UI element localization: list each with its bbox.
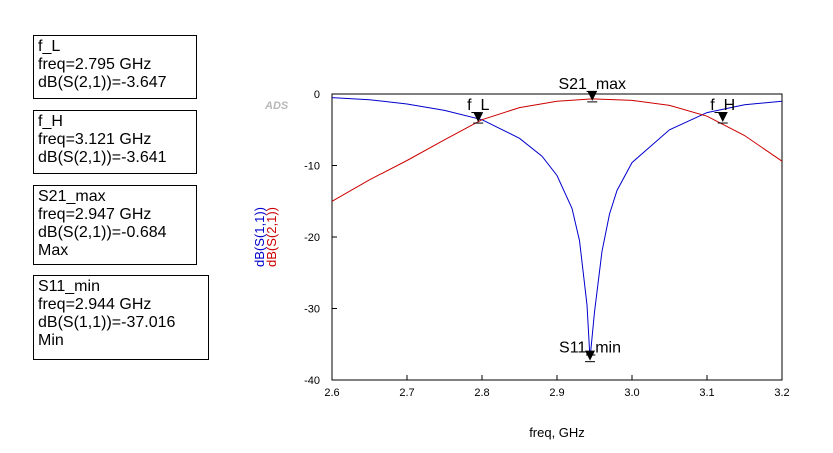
marker-name: S21_max <box>38 188 106 205</box>
y-tick-label: -30 <box>304 304 320 316</box>
marker-readout-f-l: f_L freq=2.795 GHz dB(S(2,1))=-3.647 <box>33 35 197 99</box>
marker-label: S11_min <box>559 340 621 357</box>
x-tick-label: 2.6 <box>324 387 339 399</box>
x-tick-label: 2.9 <box>549 387 564 399</box>
marker-name: S11_min <box>38 278 100 295</box>
y-tick-label: 0 <box>314 89 320 101</box>
y-axis-title-db-s-1-1-: dB(S(1,1)) <box>252 207 267 267</box>
marker-readout-f-h: f_H freq=3.121 GHz dB(S(2,1))=-3.641 <box>33 110 197 174</box>
marker-freq: freq=2.944 GHz <box>38 296 152 313</box>
marker-label: S21_max <box>558 76 626 93</box>
marker-label: f_H <box>710 97 735 114</box>
marker-s11-min[interactable]: S11_min <box>559 340 621 363</box>
marker-f-l[interactable]: f_L <box>467 97 489 124</box>
x-tick-label: 2.8 <box>474 387 489 399</box>
plot-area <box>331 93 783 381</box>
marker-readout-s11-min: S11_min freq=2.944 GHz dB(S(1,1))=-37.01… <box>33 275 209 360</box>
marker-freq: freq=2.947 GHz <box>38 206 152 223</box>
marker-triangle-icon <box>717 112 728 123</box>
marker-triangle-icon <box>585 350 595 361</box>
marker-value: dB(S(2,1))=-3.647 <box>38 74 167 91</box>
marker-value: dB(S(2,1))=-0.684 <box>38 224 167 241</box>
marker-mode: Max <box>38 242 69 259</box>
marker-name: f_H <box>38 113 63 130</box>
marker-s21-max[interactable]: S21_max <box>558 76 626 103</box>
marker-readout-s21-max: S21_max freq=2.947 GHz dB(S(2,1))=-0.684… <box>33 185 197 265</box>
marker-name: f_L <box>38 38 61 55</box>
x-axis-title: freq, GHz <box>529 425 585 440</box>
ads-watermark: ADS <box>265 100 289 112</box>
series-line-db-s-2-1- <box>331 98 783 202</box>
marker-f-h[interactable]: f_H <box>710 97 735 124</box>
marker-mode: Min <box>38 332 64 349</box>
marker-freq: freq=3.121 GHz <box>38 131 152 148</box>
marker-freq: freq=2.795 GHz <box>38 56 152 73</box>
series-line-db-s-1-1- <box>331 97 783 359</box>
y-tick-label: -10 <box>304 161 320 173</box>
y-tick-label: -20 <box>304 232 320 244</box>
marker-triangle-icon <box>587 90 598 101</box>
x-tick-label: 3.0 <box>624 387 639 399</box>
marker-value: dB(S(1,1))=-37.016 <box>38 314 176 331</box>
x-tick-label: 3.1 <box>699 387 714 399</box>
x-tick-label: 3.2 <box>774 387 789 399</box>
y-tick-label: -40 <box>304 375 320 387</box>
marker-value: dB(S(2,1))=-3.641 <box>38 149 167 166</box>
x-tick-label: 2.7 <box>399 387 414 399</box>
marker-label: f_L <box>467 97 489 114</box>
marker-triangle-icon <box>473 112 484 123</box>
y-axis-title-group: dB(S(1,1))dB(S(2,1)) <box>252 207 279 267</box>
y-axis-title-db-s-2-1-: dB(S(2,1)) <box>264 207 279 267</box>
